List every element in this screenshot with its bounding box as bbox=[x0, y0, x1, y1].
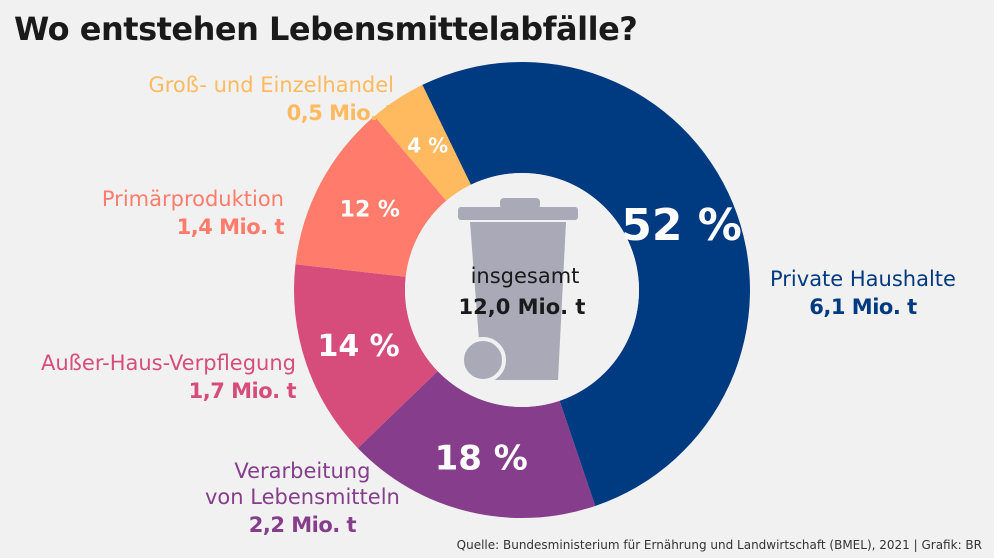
donut-slices bbox=[293, 62, 750, 518]
slice-primary-production bbox=[295, 116, 447, 277]
chart-title: Wo entstehen Lebensmittelabfälle? bbox=[14, 10, 638, 48]
legend-primary-production: Primärproduktion 1,4 Mio. t bbox=[101, 187, 285, 239]
slice-retail bbox=[374, 84, 471, 201]
legend-private-households: Private Haushalte 6,1 Mio. t bbox=[770, 267, 956, 319]
percent-label-out-of-home: 14 % bbox=[317, 329, 399, 364]
percent-label-retail: 4 % bbox=[407, 134, 448, 158]
source-note: Quelle: Bundesministerium für Ernährung … bbox=[456, 538, 982, 552]
trash-bin-icon bbox=[458, 198, 578, 383]
slice-out-of-home bbox=[293, 264, 438, 449]
legend-processing: Verarbeitung von Lebensmitteln 2,2 Mio. … bbox=[205, 459, 400, 537]
slice-private-households bbox=[422, 62, 750, 506]
center-label: insgesamt bbox=[471, 264, 580, 288]
percent-label-primary-production: 12 % bbox=[340, 198, 400, 223]
legend-retail: Groß- und Einzelhandel 0,5 Mio. t bbox=[148, 73, 394, 125]
percent-labels: 52 % 18 % 14 % 12 % 4 % bbox=[317, 134, 741, 479]
percent-label-processing: 18 % bbox=[435, 439, 528, 479]
percent-label-private-households: 52 % bbox=[621, 200, 742, 251]
slice-processing bbox=[357, 371, 596, 518]
legend-out-of-home: Außer-Haus-Verpflegung 1,7 Mio. t bbox=[41, 351, 297, 403]
center-total: 12,0 Mio. t bbox=[459, 295, 586, 319]
